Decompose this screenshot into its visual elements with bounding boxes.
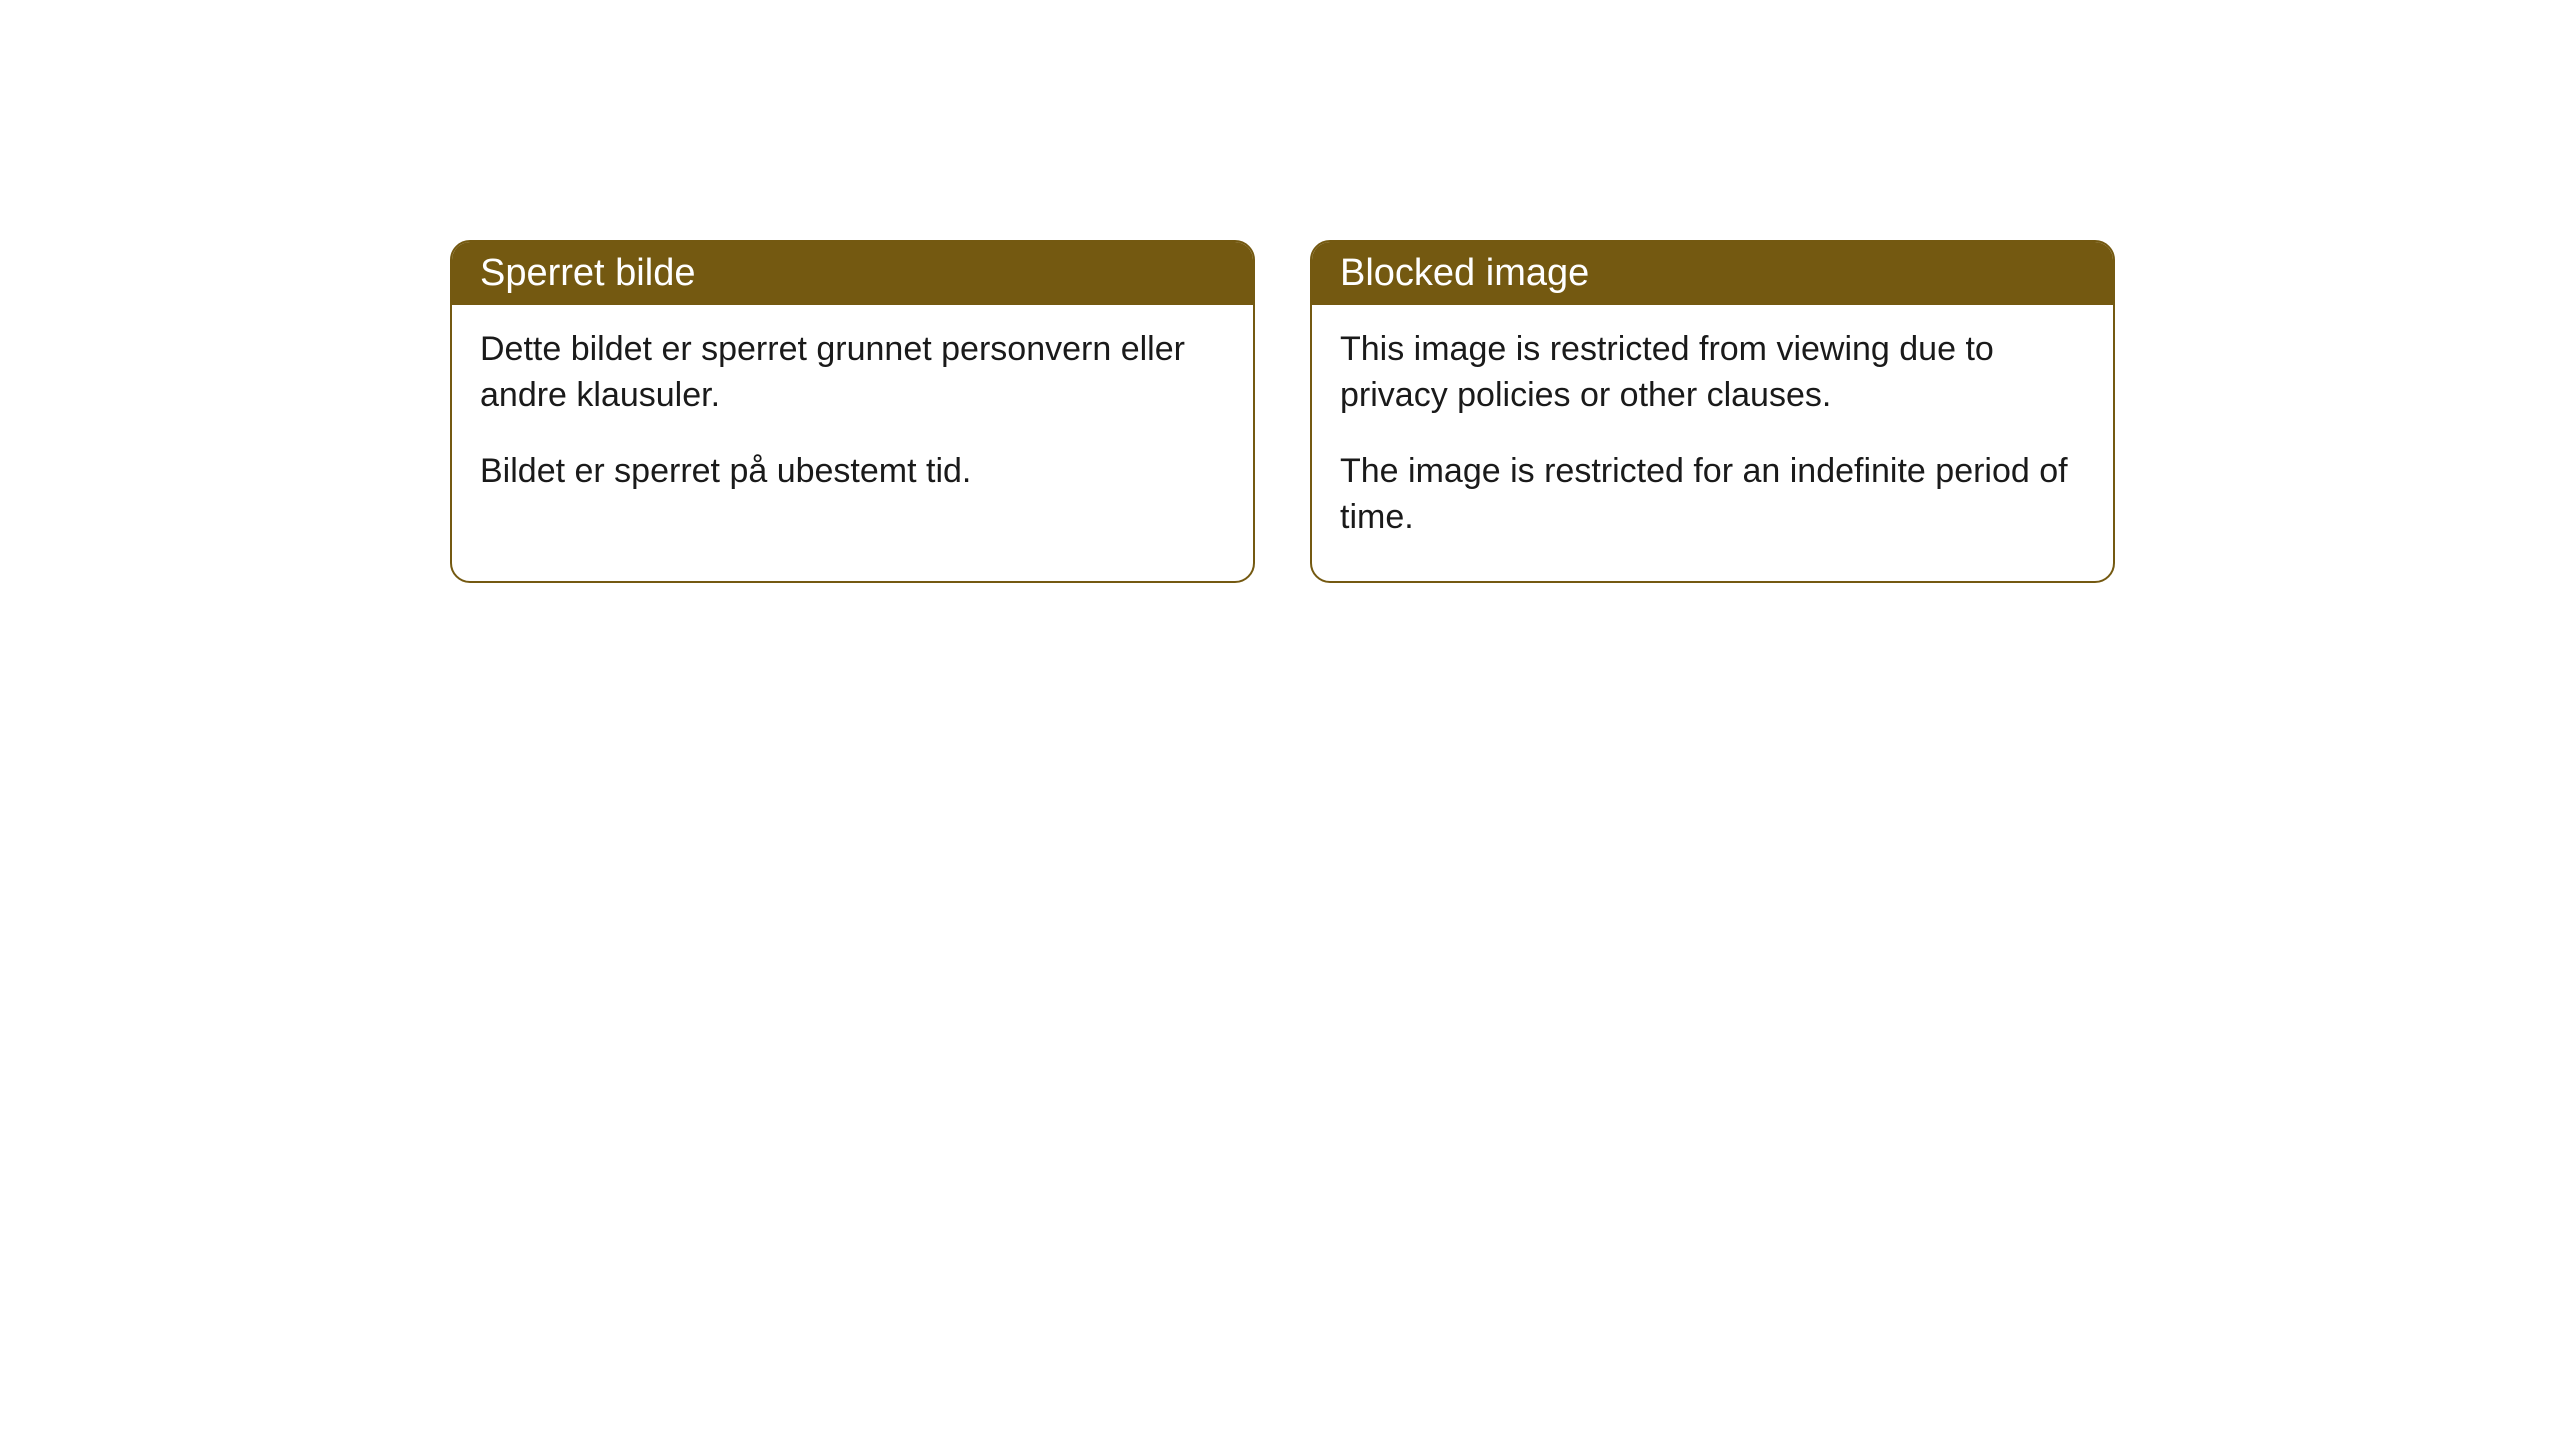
card-title: Sperret bilde xyxy=(480,252,695,294)
card-title: Blocked image xyxy=(1340,252,1589,294)
notice-card-norwegian: Sperret bilde Dette bildet er sperret gr… xyxy=(450,240,1255,583)
card-paragraph: Dette bildet er sperret grunnet personve… xyxy=(480,327,1225,419)
card-paragraph: Bildet er sperret på ubestemt tid. xyxy=(480,449,1225,495)
notice-card-english: Blocked image This image is restricted f… xyxy=(1310,240,2115,583)
card-paragraph: The image is restricted for an indefinit… xyxy=(1340,449,2085,541)
card-paragraph: This image is restricted from viewing du… xyxy=(1340,327,2085,419)
card-body: This image is restricted from viewing du… xyxy=(1312,305,2113,581)
card-body: Dette bildet er sperret grunnet personve… xyxy=(452,305,1253,535)
notice-cards-container: Sperret bilde Dette bildet er sperret gr… xyxy=(450,240,2115,583)
card-header: Sperret bilde xyxy=(452,242,1253,305)
card-header: Blocked image xyxy=(1312,242,2113,305)
